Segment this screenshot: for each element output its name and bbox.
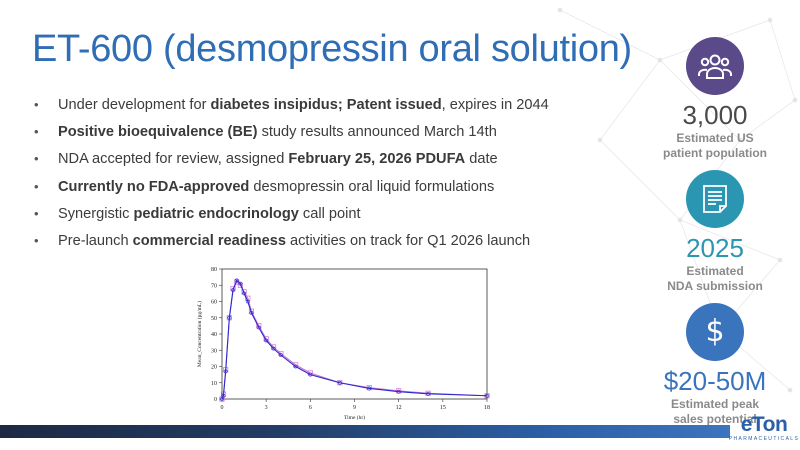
stat-2-caption: Estimated peak sales potential: [640, 397, 790, 427]
bullet-item: Synergistic pediatric endocrinology call…: [32, 204, 652, 231]
series-1-point: [337, 380, 342, 385]
x-tick-label: 18: [484, 405, 490, 411]
series-1-point: [242, 291, 246, 296]
bullet-item: Under development for diabetes insipidus…: [32, 95, 652, 122]
y-tick-label: 0: [214, 397, 217, 403]
series-1-point: [293, 364, 298, 369]
people-icon: [698, 54, 732, 79]
y-tick-label: 10: [211, 381, 217, 387]
bullet-text: Under development for: [58, 97, 211, 113]
stat-0-circle: [686, 37, 744, 95]
x-tick-label: 15: [440, 405, 446, 411]
bullet-bold-text: February 25, 2026 PDUFA: [288, 151, 466, 168]
series-1-point: [223, 369, 228, 374]
dollar-icon: $: [705, 314, 725, 349]
document-icon: [703, 185, 727, 213]
stat-peak-sales: $ $20-50M Estimated peak sales potential: [640, 303, 790, 427]
stat-2-caption-line: sales potential: [673, 412, 757, 426]
y-tick-label: 30: [211, 348, 217, 354]
series-1-point: [367, 386, 372, 391]
y-axis-label: Mean_Concentration (pg/mL): [196, 301, 203, 367]
stat-0-caption-line: patient population: [663, 146, 767, 160]
series-1-point: [234, 278, 239, 283]
x-tick-label: 6: [309, 405, 312, 411]
footer-gradient-bar: [0, 425, 730, 438]
series-1-point: [238, 281, 243, 286]
series-1-point: [231, 288, 235, 293]
series-1-point: [227, 315, 232, 320]
bullet-text: Pre-launch: [58, 232, 133, 249]
bullet-bold-text: Currently no FDA-approved: [58, 178, 250, 195]
stat-2-value: $20-50M: [663, 366, 767, 396]
x-tick-label: 3: [265, 405, 268, 411]
series-1-point: [221, 393, 226, 398]
stat-nda-submission: 2025 Estimated NDA submission: [640, 170, 790, 294]
bullet-text: desmopressin oral liquid formulations: [249, 178, 495, 195]
slide-title: ET-600 (desmopressin oral solution): [32, 28, 632, 70]
x-tick-label: 0: [221, 405, 224, 411]
series-1-point: [249, 310, 254, 315]
y-tick-label: 70: [211, 283, 217, 289]
series-1-point: [245, 299, 250, 304]
bullet-text: study results announced March 14th: [257, 124, 497, 141]
bullet-text: NDA accepted for review, assigned: [58, 151, 289, 168]
bullet-bold-text: commercial readiness: [132, 232, 286, 249]
bullet-text: , expires in 2044: [441, 97, 549, 113]
series-0-line: [221, 281, 488, 400]
series-1-point: [264, 338, 269, 343]
x-tick-label: 12: [396, 405, 402, 411]
bullet-bold-text: pediatric endocrinology: [133, 205, 299, 222]
stat-1-caption-line: Estimated: [686, 264, 744, 278]
series-1-point: [396, 389, 401, 394]
stat-2-circle: $: [686, 303, 744, 361]
x-axis-label: Time (hr): [344, 414, 365, 421]
stat-patient-population: 3,000 Estimated US patient population: [640, 37, 790, 161]
bullet-text: Synergistic: [58, 205, 134, 222]
chart-plot-frame: [221, 268, 488, 400]
y-tick-label: 60: [211, 300, 217, 306]
stat-1-caption-line: NDA submission: [667, 279, 763, 293]
y-tick-label: 80: [211, 267, 217, 273]
bullet-item: Positive bioequivalence (BE) study resul…: [32, 122, 652, 149]
stat-1-circle: [686, 170, 744, 228]
bullet-text: activities on track for Q1 2026 launch: [285, 232, 531, 249]
bullet-bold-text: Positive bioequivalence (BE): [58, 124, 258, 141]
stat-2-caption-line: Estimated peak: [670, 397, 760, 411]
y-tick-label: 20: [211, 365, 217, 371]
series-1-point: [308, 372, 313, 377]
bullet-list: Under development for diabetes insipidus…: [32, 95, 652, 258]
stat-1-caption: Estimated NDA submission: [640, 264, 790, 294]
x-tick-label: 9: [353, 405, 356, 411]
eton-logo: eTon PHARMACEUTICALS: [728, 414, 800, 443]
series-1-point: [426, 391, 431, 396]
series-1-line: [221, 279, 488, 400]
pk-concentration-chart: 0 3 6 9 12 15 18 0 10 20 30 40 50 60 70 80 Time (hr) Mean…: [196, 267, 490, 421]
bullet-item: Pre-launch commercial readiness activiti…: [32, 231, 652, 258]
logo-mark: eTon: [740, 413, 788, 436]
y-tick-label: 40: [211, 332, 217, 338]
bullet-text: date: [465, 151, 498, 168]
stat-1-value: 2025: [686, 233, 744, 263]
series-1-point: [271, 346, 276, 351]
y-tick-label: 50: [211, 316, 217, 322]
bullet-bold-text: diabetes insipidus; Patent issued: [210, 97, 442, 113]
logo-subtitle: PHARMACEUTICALS: [728, 436, 800, 442]
series-1-point: [256, 325, 261, 330]
stat-0-value: 3,000: [682, 100, 748, 130]
series-1-point: [485, 393, 489, 398]
stat-0-caption: Estimated US patient population: [640, 131, 790, 161]
stat-0-caption-line: Estimated US: [676, 131, 754, 145]
bullet-item: Currently no FDA-approved desmopressin o…: [32, 177, 652, 204]
series-1-point: [278, 353, 283, 358]
series-1-point: [220, 397, 224, 401]
bullet-text: call point: [298, 205, 361, 222]
bullet-item: NDA accepted for review, assigned Februa…: [32, 149, 652, 176]
